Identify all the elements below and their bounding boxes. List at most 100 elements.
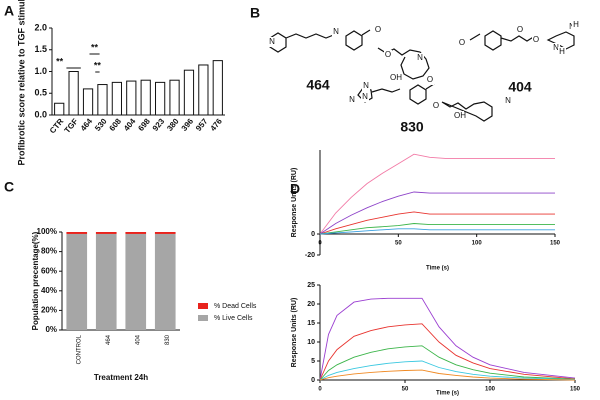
y-tick-label: 0 xyxy=(311,377,315,384)
legend-swatch xyxy=(198,315,208,321)
sensorgram-line xyxy=(319,228,555,235)
atom-label: O xyxy=(459,38,465,47)
atom-label: N xyxy=(363,81,369,90)
y-tick-label: 40% xyxy=(41,286,57,295)
bar xyxy=(68,71,79,116)
atom-label: O xyxy=(433,101,439,110)
legend-label: % Live Cells xyxy=(214,315,253,322)
bar xyxy=(126,80,137,116)
x-axis-label: Treatment 24h xyxy=(94,373,148,382)
atom-label: O xyxy=(427,75,433,84)
atom-bg xyxy=(361,92,369,102)
structure-sketches xyxy=(269,29,575,122)
bar xyxy=(183,69,195,116)
atom-label: N xyxy=(417,53,423,62)
x-tick-label: TGF xyxy=(63,117,80,135)
x-tick-label: 50 xyxy=(395,241,402,247)
y-tick-label: 0% xyxy=(45,325,57,334)
atom-label: N xyxy=(333,27,339,36)
y-tick-label: 15 xyxy=(307,320,315,327)
atom-bg xyxy=(384,50,392,60)
x-tick-label: 50 xyxy=(402,387,409,393)
atom-bg xyxy=(552,43,560,53)
x-tick-label: 830 xyxy=(165,334,171,345)
atom-label: N xyxy=(349,95,355,104)
atom-label: O xyxy=(517,25,523,34)
panel-label: A xyxy=(4,3,14,19)
atom-bg xyxy=(348,95,356,105)
y-tick-label: 0 xyxy=(311,231,315,238)
y-tick-label: 0.0 xyxy=(34,109,47,119)
sensorgram-line xyxy=(319,223,555,235)
atom-bg xyxy=(426,75,434,85)
x-tick-label: 100 xyxy=(472,241,483,247)
atom-bg xyxy=(268,37,276,47)
sensorgram-line xyxy=(319,191,555,235)
sensorgram-line xyxy=(319,211,555,235)
sensorgram-line xyxy=(319,323,576,381)
compound-label: 404 xyxy=(508,79,532,95)
x-tick-label: 530 xyxy=(93,116,109,132)
x-tick-label: 957 xyxy=(194,116,210,132)
panel-label: C xyxy=(4,179,14,195)
atom-label: H xyxy=(573,20,579,29)
bar-segment xyxy=(95,233,117,330)
x-tick-label: 150 xyxy=(570,387,581,393)
atom-label: N xyxy=(362,92,368,101)
x-tick-label: 380 xyxy=(165,116,181,132)
legend-swatch xyxy=(198,303,208,309)
significance-label: ** xyxy=(56,56,64,66)
atom-bg xyxy=(392,73,400,83)
y-tick-label: 0.5 xyxy=(34,88,47,98)
x-tick-label: 0 xyxy=(318,241,322,247)
atom-label: O xyxy=(375,25,381,34)
x-tick-label: 0 xyxy=(318,387,322,393)
y-tick-label: 80% xyxy=(41,247,57,256)
atom-bg xyxy=(458,38,466,48)
x-axis-label: Time (s) xyxy=(426,266,449,272)
atom-bg xyxy=(362,81,370,91)
atom-bg xyxy=(332,27,340,37)
sensorgram-line xyxy=(319,345,576,381)
y-tick-label: 25 xyxy=(307,282,315,289)
x-axis-label: Time (s) xyxy=(436,391,459,397)
y-tick-label: 20% xyxy=(41,306,57,315)
bar xyxy=(54,102,65,116)
atom-bg xyxy=(532,35,540,45)
bar xyxy=(140,79,151,116)
compound-label: 464 xyxy=(306,77,330,93)
atom-label: OH xyxy=(390,73,402,82)
y-tick-label: 1.0 xyxy=(34,66,47,76)
legend-label: % Dead Cells xyxy=(214,303,257,310)
sensorgram-line xyxy=(319,360,576,381)
atom-bg xyxy=(456,111,464,121)
y-tick-label: -20 xyxy=(305,252,315,259)
bar xyxy=(97,84,108,116)
x-tick-label: CTR xyxy=(48,117,66,136)
y-tick-label: 20 xyxy=(307,301,315,308)
bar-segment xyxy=(125,233,147,330)
bar-segment xyxy=(154,233,176,330)
sensorgram-line xyxy=(319,369,576,381)
atom-label: N xyxy=(505,96,511,105)
bar xyxy=(82,88,94,116)
atom-label: H xyxy=(559,47,565,56)
atom-label: N xyxy=(269,37,275,46)
bar xyxy=(198,64,209,116)
y-tick-label: 100% xyxy=(37,227,57,236)
x-tick-label: CONTROL xyxy=(76,334,82,364)
x-tick-label: 698 xyxy=(136,116,152,132)
panel-label: D xyxy=(290,181,300,197)
atom-label: OH xyxy=(454,111,466,120)
bar-segment xyxy=(95,232,117,234)
bar xyxy=(169,79,180,116)
atom-label: O xyxy=(385,50,391,59)
x-tick-label: 404 xyxy=(122,116,138,132)
atom-label: N xyxy=(553,43,559,52)
atom-bg xyxy=(416,53,424,63)
bar xyxy=(111,81,122,116)
atom-bg xyxy=(516,25,524,35)
compound-label: 830 xyxy=(400,119,424,135)
x-tick-label: 150 xyxy=(550,241,561,247)
x-tick-label: 100 xyxy=(485,387,496,393)
